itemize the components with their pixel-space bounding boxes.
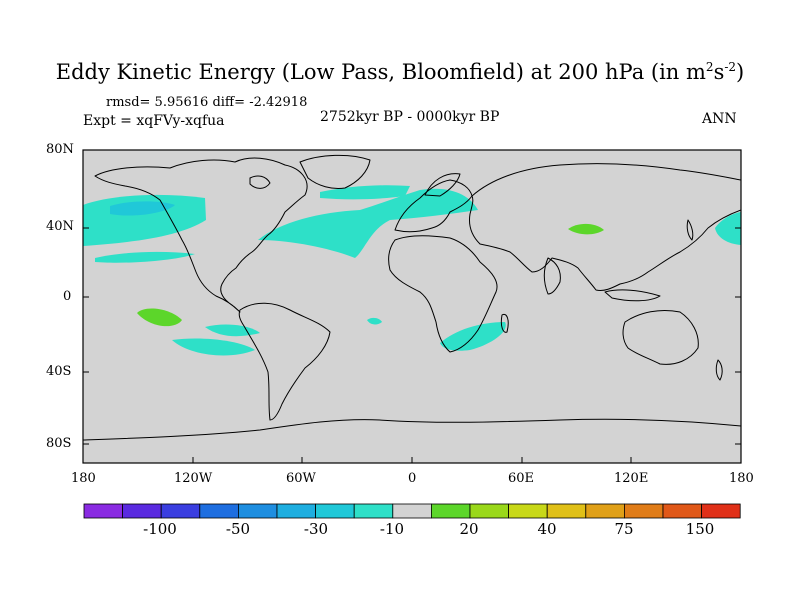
season-label: ANN xyxy=(702,111,737,127)
anomaly-south-pacific-2 xyxy=(172,338,255,356)
coast-australia xyxy=(622,309,699,365)
x-tick-label: 120W xyxy=(174,471,213,486)
y-tick-label: 0 xyxy=(63,289,72,304)
colorbar-box xyxy=(392,503,432,519)
colorbar-label: -100 xyxy=(143,520,177,538)
colorbar-label: 20 xyxy=(459,520,479,538)
time-period-label: 2752kyr BP - 0000kyr BP xyxy=(320,109,500,125)
x-axis xyxy=(82,457,742,463)
colorbar-box xyxy=(122,503,162,519)
y-axis xyxy=(83,149,741,445)
coast-india xyxy=(543,257,561,295)
anomaly-south-pacific-1 xyxy=(205,324,260,337)
colorbar-box xyxy=(199,503,239,519)
colorbar-box xyxy=(508,503,548,519)
anomaly-north-atlantic xyxy=(258,188,478,258)
experiment-label: Expt = xqFVy-xqfua xyxy=(83,113,225,129)
colorbar-box xyxy=(353,503,394,519)
colorbar-box xyxy=(624,503,664,519)
y-tick-label: 40S xyxy=(46,364,72,379)
anomaly-subtropical-pacific xyxy=(95,251,195,263)
coast-madagascar xyxy=(500,313,509,333)
x-tick-label: 180 xyxy=(729,471,754,486)
colorbar-box xyxy=(430,503,471,519)
colorbar-label: -10 xyxy=(379,520,405,538)
anomaly-north-pacific-core xyxy=(110,201,175,216)
colorbar-box xyxy=(276,503,316,519)
y-tick-label: 40N xyxy=(46,219,74,234)
colorbar-label: 40 xyxy=(537,520,557,538)
coast-indonesia xyxy=(604,289,661,302)
coast-japan xyxy=(686,219,694,241)
colorbar-box xyxy=(546,503,587,519)
colorbar-box xyxy=(160,503,201,519)
coast-antarctica xyxy=(83,418,741,441)
colorbar xyxy=(83,503,741,519)
coast-north-america xyxy=(94,157,308,313)
coast-south-america xyxy=(238,302,331,421)
coast-scandinavia xyxy=(424,173,461,197)
x-tick-label: 0 xyxy=(408,471,417,486)
x-tick-label: 120E xyxy=(614,471,649,486)
anomaly-west-pacific xyxy=(715,212,741,245)
anomaly-central-asia xyxy=(568,223,604,235)
x-tick-label: 60W xyxy=(286,471,316,486)
colorbar-box xyxy=(585,503,625,519)
colorbar-box xyxy=(237,503,278,519)
colorbar-label: 150 xyxy=(685,520,715,538)
figure-title: Eddy Kinetic Energy (Low Pass, Bloomfiel… xyxy=(55,60,745,84)
colorbar-label: -50 xyxy=(225,520,251,538)
colorbar-box xyxy=(83,503,123,519)
coast-greenland xyxy=(299,154,371,189)
y-tick-label: 80S xyxy=(46,436,72,451)
coast-hudson-bay xyxy=(249,175,271,189)
x-tick-label: 60E xyxy=(508,471,535,486)
y-tick-label: 80N xyxy=(46,142,74,157)
x-tick-label: 180 xyxy=(71,471,96,486)
anomaly-south-atlantic-small xyxy=(367,317,382,325)
coast-new-zealand xyxy=(715,359,723,381)
anomaly-south-pacific-positive xyxy=(137,308,182,327)
colorbar-label: 75 xyxy=(614,520,634,538)
colorbar-box xyxy=(469,503,509,519)
coast-africa xyxy=(388,235,498,353)
coast-asia xyxy=(469,163,741,291)
colorbar-label: -30 xyxy=(303,520,329,538)
coastlines xyxy=(83,154,741,441)
colorbar-box xyxy=(315,503,355,519)
colorbar-box xyxy=(662,503,702,519)
rmsd-diff-stats: rmsd= 5.95616 diff= -2.42918 xyxy=(106,95,308,110)
colorbar-box xyxy=(701,503,741,519)
